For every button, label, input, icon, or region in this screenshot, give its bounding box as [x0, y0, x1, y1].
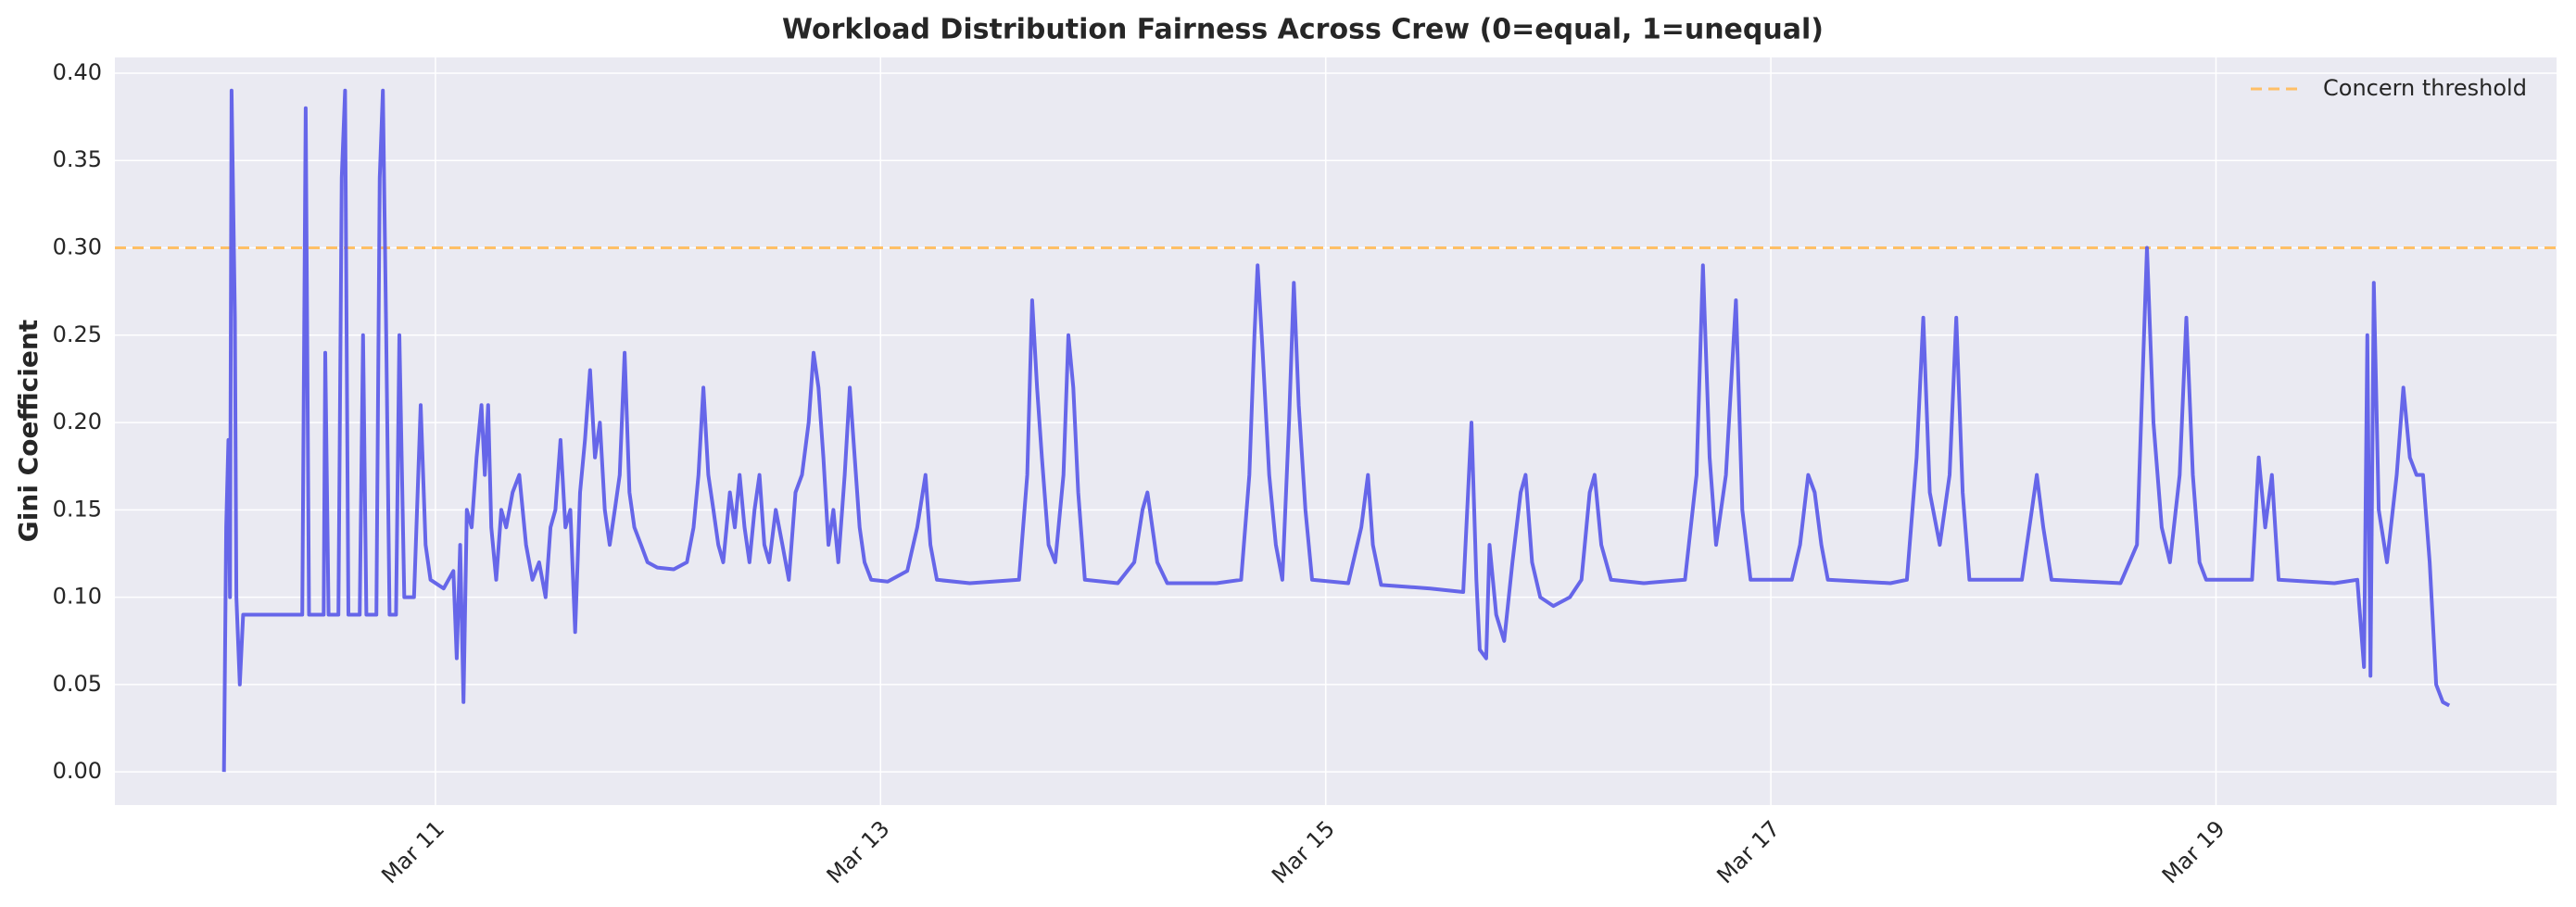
y-tick-label: 0.20 [53, 409, 102, 435]
y-tick-label: 0.00 [53, 758, 102, 784]
y-tick-label: 0.35 [53, 146, 102, 172]
y-tick-label: 0.30 [53, 234, 102, 260]
legend-label: Concern threshold [2323, 75, 2527, 101]
data-line [221, 88, 2451, 773]
y-tick-label: 0.10 [53, 584, 102, 610]
y-tick-label: 0.05 [53, 671, 102, 697]
y-tick-label: 0.40 [53, 59, 102, 85]
x-tick-label: Mar 11 [376, 815, 449, 888]
x-tick-label: Mar 17 [1711, 815, 1785, 888]
y-axis-label: Gini Coefficient [13, 320, 44, 542]
x-tick-label: Mar 15 [1267, 815, 1340, 888]
plot-area [115, 57, 2557, 805]
y-tick-label: 0.25 [53, 321, 102, 347]
chart-title: Workload Distribution Fairness Across Cr… [782, 14, 1824, 46]
y-tick-label: 0.15 [53, 496, 102, 522]
x-tick-label: Mar 13 [822, 815, 895, 888]
x-tick-label: Mar 19 [2157, 815, 2230, 888]
